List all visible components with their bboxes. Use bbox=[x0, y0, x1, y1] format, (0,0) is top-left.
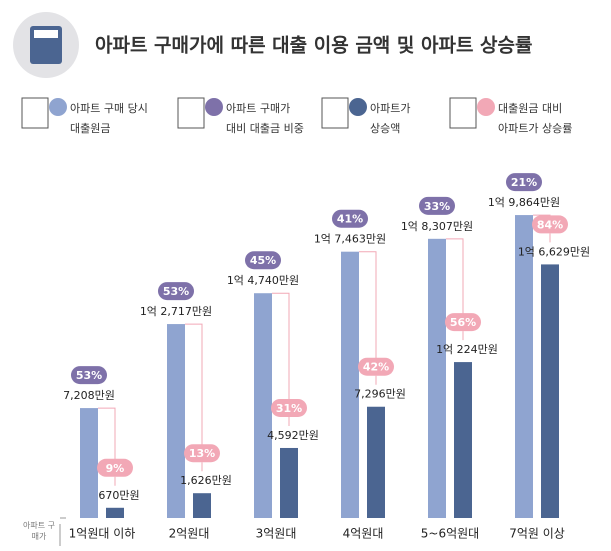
bar bbox=[541, 264, 559, 518]
x-tick-label: 2억원대 bbox=[169, 527, 210, 541]
pill-label: 45% bbox=[250, 254, 276, 267]
pill bbox=[419, 196, 455, 215]
legend-swatch bbox=[477, 98, 495, 116]
bar bbox=[454, 362, 472, 518]
pill bbox=[97, 458, 133, 477]
legend-label: 아파트 구매가 대비 대출금 비중 bbox=[226, 102, 304, 135]
legend-icon bbox=[449, 97, 477, 129]
bar bbox=[428, 238, 446, 519]
value-label: 1,626만원 bbox=[180, 474, 232, 487]
bar bbox=[80, 408, 98, 518]
bar bbox=[280, 447, 298, 518]
value-label: 1억 9,864만원 bbox=[488, 196, 560, 209]
bar bbox=[341, 251, 359, 518]
pill-label: 84% bbox=[537, 218, 563, 231]
bar bbox=[193, 493, 211, 518]
value-label: 1억 224만원 bbox=[436, 343, 498, 356]
pill-label: 21% bbox=[511, 176, 537, 189]
value-label: 7,208만원 bbox=[63, 389, 115, 402]
pill bbox=[532, 215, 568, 234]
connector bbox=[272, 292, 290, 408]
pill bbox=[71, 366, 107, 385]
value-label: 4,592만원 bbox=[267, 429, 319, 442]
value-label: 1억 2,717만원 bbox=[140, 305, 212, 318]
bar bbox=[367, 406, 385, 518]
pill bbox=[358, 357, 394, 376]
pill-label: 33% bbox=[424, 200, 450, 213]
bar bbox=[167, 324, 185, 518]
pill bbox=[445, 313, 481, 332]
x-tick-label: 5~6억원대 bbox=[421, 527, 479, 541]
legend-label: 대출원금 대비 아파트가 상승률 bbox=[498, 102, 572, 135]
value-label: 1억 4,740만원 bbox=[227, 274, 299, 287]
pill bbox=[271, 398, 307, 417]
connector bbox=[185, 323, 203, 454]
bar bbox=[106, 507, 124, 518]
chart-title: 아파트 구매가에 따른 대출 이용 금액 및 아파트 상승률 bbox=[95, 35, 532, 57]
bar bbox=[515, 215, 533, 518]
legend-swatch bbox=[49, 98, 67, 116]
pill bbox=[332, 209, 368, 228]
pill bbox=[506, 173, 542, 192]
pill-label: 31% bbox=[276, 402, 302, 415]
legend-icon bbox=[21, 97, 49, 129]
calculator-screen bbox=[34, 30, 58, 38]
x-tick-label: 3억원대 bbox=[256, 527, 297, 541]
x-axis-label: 아파트 구매가 bbox=[23, 521, 55, 541]
x-tick-label: 1억원대 이하 bbox=[69, 527, 136, 541]
legend-label: 아파트 구매 당시 대출원금 bbox=[70, 102, 148, 135]
x-tick-label: 7억원 이상 bbox=[509, 527, 565, 541]
bar bbox=[254, 293, 272, 518]
pill bbox=[184, 444, 220, 463]
connector bbox=[359, 251, 377, 367]
pill-label: 42% bbox=[363, 361, 389, 374]
value-label: 1억 7,463만원 bbox=[314, 233, 386, 246]
legend-icon bbox=[321, 97, 349, 129]
pill-label: 56% bbox=[450, 316, 476, 329]
pill bbox=[245, 251, 281, 270]
legend-icon bbox=[177, 97, 205, 129]
legend-label: 아파트가 상승액 bbox=[370, 102, 410, 135]
pill-label: 53% bbox=[76, 369, 102, 382]
legend-swatch bbox=[349, 98, 367, 116]
pill-label: 53% bbox=[163, 285, 189, 298]
pill-label: 13% bbox=[189, 447, 215, 460]
pill bbox=[158, 282, 194, 301]
value-label: 1억 8,307만원 bbox=[401, 220, 473, 233]
pill-label: 41% bbox=[337, 213, 363, 226]
pill-label: 9% bbox=[106, 462, 125, 475]
x-tick-label: 4억원대 bbox=[343, 527, 384, 541]
value-label: 7,296만원 bbox=[354, 388, 406, 401]
connector bbox=[446, 238, 464, 323]
connector bbox=[98, 407, 116, 468]
value-label: 1억 6,629만원 bbox=[518, 245, 590, 258]
value-label: 670만원 bbox=[98, 489, 139, 502]
legend-swatch bbox=[205, 98, 223, 116]
